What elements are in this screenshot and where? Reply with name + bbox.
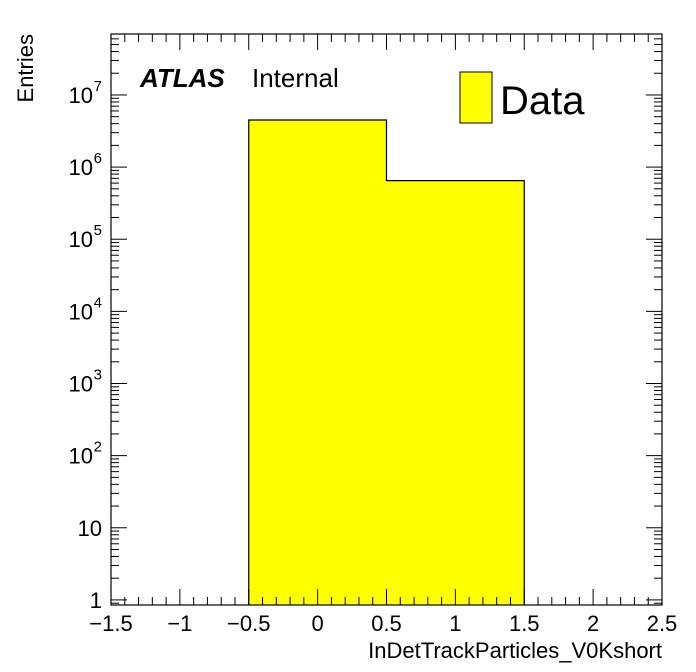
- y-axis-title: Entries: [13, 34, 38, 102]
- histogram-bin-1: [386, 180, 525, 605]
- internal-label: Internal: [252, 63, 339, 93]
- y-tick-label: 10: [69, 227, 93, 252]
- y-tick-label: 10: [69, 155, 93, 180]
- x-tick-label: 1.5: [509, 611, 540, 636]
- x-tick-label: −1.5: [89, 611, 132, 636]
- x-tick-label: 0.5: [371, 611, 402, 636]
- y-tick-label-exponent: 4: [94, 294, 102, 311]
- y-tick-label: 10: [69, 83, 93, 108]
- y-tick-label-exponent: 6: [94, 150, 102, 167]
- legend-label-data: Data: [500, 79, 585, 123]
- legend-swatch: [459, 71, 493, 124]
- legend: Data: [459, 71, 585, 124]
- axis-ticks: [110, 33, 663, 605]
- plot-frame: [110, 33, 663, 606]
- y-tick-label: 10: [69, 299, 93, 324]
- x-tick-label: 0: [312, 611, 324, 636]
- x-tick-label: −0.5: [227, 611, 270, 636]
- x-tick-labels: −1.5 −1 −0.5 0 0.5 1 1.5 2 2.5: [89, 611, 677, 636]
- x-tick-label: 2: [587, 611, 599, 636]
- histogram-outline: [248, 119, 525, 605]
- y-tick-label-exponent: 5: [94, 222, 102, 239]
- y-tick-label-exponent: 3: [94, 367, 102, 384]
- y-tick-label-exponent: 7: [94, 78, 102, 95]
- y-tick-label: 10: [69, 444, 93, 469]
- x-tick-label: 1: [449, 611, 461, 636]
- histogram-bin-0: [248, 119, 387, 605]
- atlas-label: ATLAS: [139, 63, 225, 93]
- y-tick-label-exponent: 2: [94, 439, 102, 456]
- histogram-bars: [248, 119, 525, 605]
- y-tick-label: 10: [69, 372, 93, 397]
- x-axis-title: InDetTrackParticles_V0Kshort: [368, 638, 662, 663]
- y-tick-label: 10: [78, 516, 102, 541]
- y-tick-label: 1: [90, 588, 102, 613]
- x-tick-label: −1: [167, 611, 192, 636]
- x-tick-label: 2.5: [647, 611, 678, 636]
